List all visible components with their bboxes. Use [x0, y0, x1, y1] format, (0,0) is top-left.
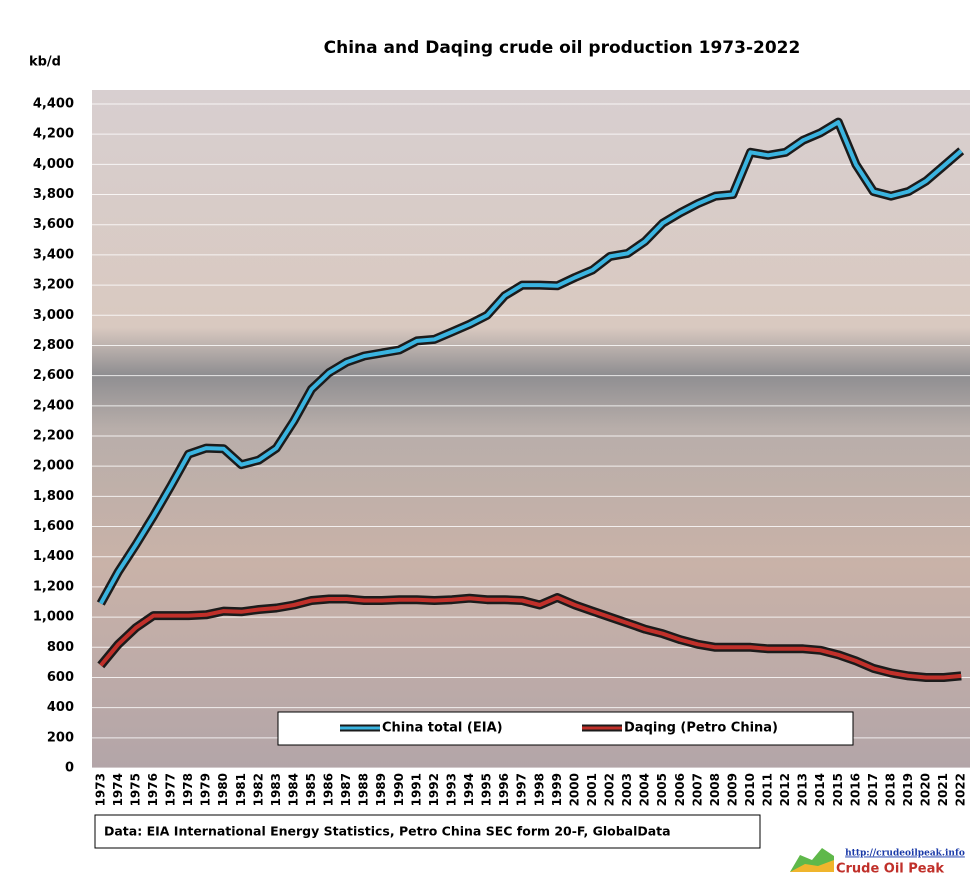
- x-tick-label: 1993: [444, 773, 458, 806]
- x-tick-label: 1995: [480, 773, 494, 806]
- x-tick-label: 1976: [146, 773, 160, 806]
- x-tick-label: 2021: [936, 773, 950, 806]
- x-tick-label: 1984: [286, 773, 300, 806]
- y-tick-label: 2,600: [33, 368, 74, 383]
- y-tick-label: 600: [47, 670, 74, 685]
- x-tick-label: 1974: [111, 773, 125, 806]
- x-tick-label: 1985: [304, 773, 318, 806]
- x-tick-label: 1990: [392, 773, 406, 806]
- x-tick-label: 1980: [216, 773, 230, 806]
- x-tick-label: 2008: [708, 773, 722, 806]
- y-tick-label: 4,400: [33, 97, 74, 112]
- x-tick-label: 2006: [673, 773, 687, 806]
- x-tick-label: 2019: [901, 773, 915, 806]
- source-note: Data: EIA International Energy Statistic…: [104, 824, 671, 839]
- x-tick-label: 1979: [199, 773, 213, 806]
- x-tick-label: 2009: [725, 773, 739, 806]
- x-tick-label: 2014: [813, 773, 827, 806]
- x-tick-label: 2020: [919, 773, 933, 806]
- y-tick-label: 3,200: [33, 278, 74, 293]
- x-tick-label: 2011: [761, 773, 775, 806]
- x-tick-label: 2013: [796, 773, 810, 806]
- legend-label: Daqing (Petro China): [624, 721, 778, 736]
- x-tick-label: 2022: [954, 773, 968, 806]
- y-tick-label: 3,000: [33, 308, 74, 323]
- y-tick-label: 1,800: [33, 489, 74, 504]
- x-tick-label: 2017: [866, 773, 880, 806]
- x-tick-label: 1999: [550, 773, 564, 806]
- x-tick-label: 2000: [567, 773, 581, 806]
- x-tick-label: 1989: [374, 773, 388, 806]
- y-tick-label: 4,000: [33, 157, 74, 172]
- y-tick-label: 3,600: [33, 217, 74, 232]
- x-tick-label: 2010: [743, 773, 757, 806]
- x-tick-label: 2001: [585, 773, 599, 806]
- x-tick-label: 1978: [181, 773, 195, 806]
- y-tick-label: 3,400: [33, 247, 74, 262]
- series-line: [99, 120, 963, 605]
- y-tick-label: 800: [47, 640, 74, 655]
- x-tick-label: 1982: [251, 773, 265, 806]
- x-tick-label: 2002: [603, 773, 617, 806]
- y-axis-label: kb/d: [29, 55, 61, 70]
- y-tick-label: 1,400: [33, 549, 74, 564]
- x-tick-label: 1992: [427, 773, 441, 806]
- x-tick-label: 1986: [322, 773, 336, 806]
- x-tick-label: 2007: [690, 773, 704, 806]
- y-tick-label: 1,000: [33, 610, 74, 625]
- x-tick-label: 2012: [778, 773, 792, 806]
- y-tick-label: 2,000: [33, 459, 74, 474]
- y-tick-label: 0: [65, 761, 74, 776]
- x-tick-label: 2004: [638, 773, 652, 806]
- x-tick-label: 1977: [164, 773, 178, 806]
- x-tick-label: 1988: [357, 773, 371, 806]
- y-tick-label: 3,800: [33, 187, 74, 202]
- y-tick-label: 1,600: [33, 519, 74, 534]
- plot-background: [92, 90, 970, 768]
- y-tick-label: 2,800: [33, 338, 74, 353]
- x-tick-label: 1997: [515, 773, 529, 806]
- x-tick-label: 1998: [532, 773, 546, 806]
- y-tick-label: 4,200: [33, 127, 74, 142]
- x-tick-label: 2005: [655, 773, 669, 806]
- y-tick-label: 2,200: [33, 429, 74, 444]
- x-tick-label: 1987: [339, 773, 353, 806]
- x-tick-label: 1983: [269, 773, 283, 806]
- series-line: [99, 595, 962, 680]
- y-tick-label: 400: [47, 700, 74, 715]
- x-tick-label: 2018: [883, 773, 897, 806]
- y-tick-label: 200: [47, 730, 74, 745]
- x-tick-label: 1973: [93, 773, 107, 806]
- x-tick-label: 1991: [409, 773, 423, 806]
- logo-icon: [790, 860, 834, 872]
- x-tick-label: 1994: [462, 773, 476, 806]
- legend-label: China total (EIA): [382, 721, 503, 736]
- chart-title: China and Daqing crude oil production 19…: [324, 38, 801, 58]
- x-tick-label: 1996: [497, 773, 511, 806]
- logo-name: Crude Oil Peak: [836, 862, 944, 877]
- source-box: [94, 814, 761, 849]
- x-tick-label: 2003: [620, 773, 634, 806]
- y-tick-label: 1,200: [33, 579, 74, 594]
- x-tick-label: 1975: [128, 773, 142, 806]
- logo-url: http://crudeoilpeak.info: [845, 849, 965, 859]
- x-tick-label: 2016: [848, 773, 862, 806]
- x-tick-label: 2015: [831, 773, 845, 806]
- y-tick-label: 2,400: [33, 398, 74, 413]
- x-tick-label: 1981: [234, 773, 248, 806]
